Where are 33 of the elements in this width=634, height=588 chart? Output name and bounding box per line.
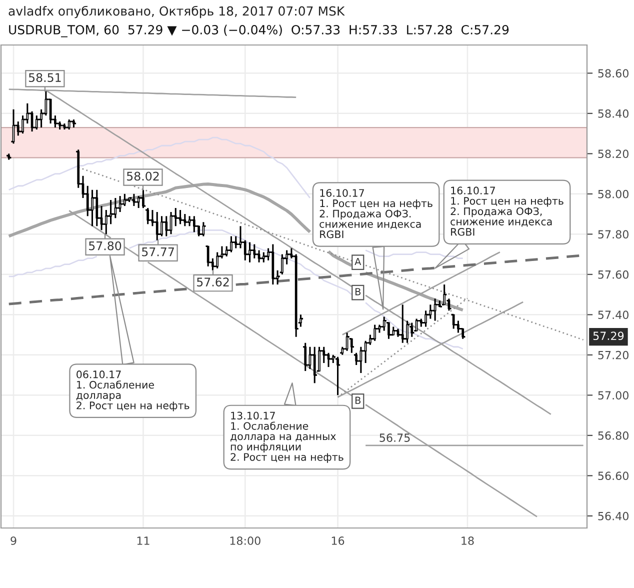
- annotation: 13.10.17 1. Ослабление доллара на данных по инфляции 2. Рост цен на нефть: [230, 412, 344, 463]
- x-tick-label: 16: [332, 536, 344, 545]
- y-tick-label: 58.20: [598, 150, 628, 158]
- chart-subtitle: USDRUB_TOM, 60 57.29 ▼ −0.03 (−0.04%) O:57.33 H:57.33 L:57.28 C:57.29: [9, 24, 509, 38]
- annotation: 56.75: [380, 434, 410, 442]
- chart-title: avladfx опубликовано, Октябрь 18, 2017 07:07 MSK: [8, 6, 345, 18]
- annotation: B: [355, 396, 361, 404]
- annotation: 58.02: [127, 172, 159, 181]
- y-tick-label: 57.20: [598, 350, 628, 360]
- x-tick-label: 18: [462, 536, 474, 545]
- y-tick-label: 58.00: [598, 190, 628, 198]
- y-tick-label: 56.60: [598, 472, 628, 480]
- x-tick-label: 18:00: [230, 536, 260, 545]
- annotation: 57.62: [197, 278, 229, 286]
- annotation: 06.10.17 1. Ослабление доллара 2. Рост цен на нефть: [76, 370, 190, 412]
- annotation: 58.51: [28, 73, 61, 82]
- y-tick-label: 58.40: [598, 109, 628, 118]
- y-tick-label: 56.80: [598, 431, 628, 440]
- annotation: B: [355, 288, 361, 296]
- y-tick-label: 57.60: [598, 270, 628, 279]
- y-tick-label: 57.40: [598, 310, 628, 320]
- annotation: 57.29: [593, 332, 624, 340]
- annotation: 57.77: [142, 248, 174, 256]
- annotation: 16.10.17 1. Рост цен на нефть 2. Продажа ОФЗ. снижение индекса RGBI: [320, 189, 432, 238]
- annotation: A: [354, 258, 362, 266]
- x-tick-label: 11: [137, 536, 150, 545]
- y-tick-label: 57.00: [598, 391, 628, 400]
- y-tick-label: 56.40: [598, 512, 628, 520]
- y-tick-label: 57.80: [598, 230, 628, 239]
- annotation: 57.80: [89, 241, 122, 250]
- annotation: 16.10.17 1. Рост цен на нефть 2. Продажа ОФЗ, снижение индекса RGBI: [450, 186, 564, 236]
- y-tick-label: 58.60: [598, 69, 628, 78]
- x-tick-label: 9: [10, 536, 16, 545]
